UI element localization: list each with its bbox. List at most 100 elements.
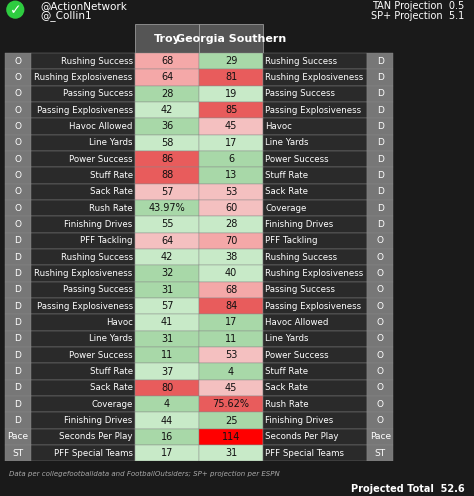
Bar: [367, 184, 393, 200]
Text: D: D: [377, 73, 384, 82]
Text: 31: 31: [225, 448, 237, 458]
Text: Rushing Success: Rushing Success: [265, 252, 337, 262]
Bar: [263, 314, 367, 331]
Bar: [5, 53, 31, 69]
Bar: [367, 347, 393, 364]
Bar: [263, 379, 367, 396]
Text: D: D: [14, 252, 21, 262]
Bar: [367, 69, 393, 86]
Text: PFF Tackling: PFF Tackling: [80, 236, 133, 246]
Text: Line Yards: Line Yards: [265, 138, 309, 147]
Bar: [135, 331, 199, 347]
Bar: [0, 461, 474, 496]
Bar: [367, 102, 393, 119]
Text: O: O: [14, 171, 21, 180]
Bar: [31, 379, 135, 396]
Bar: [199, 379, 263, 396]
Text: Finishing Drives: Finishing Drives: [64, 416, 133, 425]
Bar: [135, 396, 199, 412]
Bar: [263, 298, 367, 314]
Bar: [263, 331, 367, 347]
Bar: [199, 331, 263, 347]
Bar: [263, 119, 367, 134]
Bar: [31, 167, 135, 184]
Text: O: O: [14, 122, 21, 131]
Text: PFF Special Teams: PFF Special Teams: [54, 449, 133, 458]
Bar: [263, 134, 367, 151]
Bar: [199, 249, 263, 265]
Bar: [263, 200, 367, 216]
Bar: [263, 249, 367, 265]
Bar: [5, 86, 31, 102]
Text: 17: 17: [225, 317, 237, 327]
Bar: [367, 412, 393, 429]
Text: 68: 68: [161, 56, 173, 66]
Bar: [199, 53, 263, 69]
Text: Finishing Drives: Finishing Drives: [64, 220, 133, 229]
Bar: [5, 331, 31, 347]
Text: ST: ST: [12, 449, 23, 458]
Text: D: D: [14, 285, 21, 294]
Bar: [31, 445, 135, 461]
Bar: [31, 200, 135, 216]
Bar: [31, 282, 135, 298]
Bar: [199, 216, 263, 233]
Text: Pace: Pace: [7, 433, 28, 441]
Bar: [135, 119, 199, 134]
Bar: [5, 429, 31, 445]
Text: O: O: [14, 187, 21, 196]
Text: 64: 64: [161, 236, 173, 246]
Bar: [5, 282, 31, 298]
Text: D: D: [377, 220, 384, 229]
Text: O: O: [377, 302, 384, 310]
Bar: [135, 184, 199, 200]
Text: Passing Explosiveness: Passing Explosiveness: [36, 106, 133, 115]
Bar: [5, 184, 31, 200]
Bar: [263, 347, 367, 364]
Bar: [135, 69, 199, 86]
Text: Stuff Rate: Stuff Rate: [90, 171, 133, 180]
Bar: [263, 265, 367, 282]
Bar: [31, 314, 135, 331]
Text: Rushing Explosiveness: Rushing Explosiveness: [265, 269, 364, 278]
Text: Sack Rate: Sack Rate: [90, 187, 133, 196]
Text: 45: 45: [225, 122, 237, 131]
Bar: [199, 167, 263, 184]
Text: D: D: [377, 89, 384, 98]
Bar: [367, 298, 393, 314]
Text: 68: 68: [225, 285, 237, 295]
Text: D: D: [14, 236, 21, 246]
Bar: [31, 412, 135, 429]
Text: Stuff Rate: Stuff Rate: [265, 171, 309, 180]
Text: Sack Rate: Sack Rate: [265, 187, 309, 196]
Text: 57: 57: [161, 301, 173, 311]
Text: O: O: [377, 285, 384, 294]
Text: D: D: [377, 122, 384, 131]
Text: ST: ST: [375, 449, 386, 458]
Bar: [5, 134, 31, 151]
Bar: [135, 151, 199, 167]
Text: Georgia Southern: Georgia Southern: [176, 34, 286, 44]
Text: Rushing Explosiveness: Rushing Explosiveness: [35, 269, 133, 278]
Bar: [367, 53, 393, 69]
Text: Rush Rate: Rush Rate: [89, 204, 133, 213]
Text: 4: 4: [228, 367, 234, 376]
Bar: [5, 265, 31, 282]
Text: Line Yards: Line Yards: [265, 334, 309, 343]
Bar: [199, 24, 263, 53]
Text: PFF Special Teams: PFF Special Teams: [265, 449, 345, 458]
Text: D: D: [14, 367, 21, 376]
Text: Line Yards: Line Yards: [89, 334, 133, 343]
Text: Passing Explosiveness: Passing Explosiveness: [265, 106, 362, 115]
Text: O: O: [377, 367, 384, 376]
Text: PFF Tackling: PFF Tackling: [265, 236, 318, 246]
Bar: [135, 429, 199, 445]
Text: 17: 17: [161, 448, 173, 458]
Text: Rushing Explosiveness: Rushing Explosiveness: [35, 73, 133, 82]
Text: TAN Projection  0.5: TAN Projection 0.5: [372, 1, 465, 11]
Text: SP+ Projection  5.1: SP+ Projection 5.1: [371, 11, 465, 21]
Bar: [199, 69, 263, 86]
Bar: [263, 86, 367, 102]
Bar: [263, 429, 367, 445]
Text: 25: 25: [225, 416, 237, 426]
